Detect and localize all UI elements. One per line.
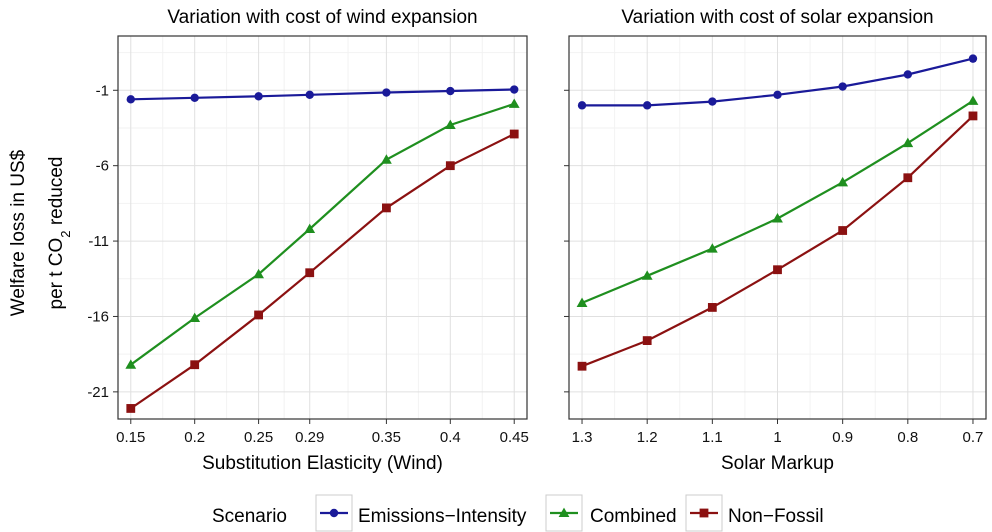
y-tick-label: -6 [96, 158, 109, 175]
data-point [254, 92, 263, 101]
legend-entry-label: Emissions−Intensity [358, 506, 527, 527]
data-point [838, 82, 847, 91]
data-point [508, 98, 520, 108]
data-point [903, 173, 913, 183]
x-tick-label: 0.29 [295, 429, 324, 446]
legend-title: Scenario [212, 506, 287, 527]
data-point [577, 101, 587, 110]
data-point [773, 265, 782, 275]
x-tick-label: 0.25 [244, 429, 273, 446]
data-point [902, 137, 914, 148]
data-point [577, 361, 587, 371]
data-point [707, 303, 717, 312]
x-tick-label: 0.8 [897, 429, 918, 446]
data-point [190, 93, 199, 103]
legend-key-marker [558, 507, 570, 518]
data-point [510, 85, 519, 94]
data-point [189, 312, 201, 323]
data-point [838, 226, 848, 235]
data-point [381, 154, 392, 164]
data-point [642, 336, 652, 345]
data-point [382, 203, 391, 213]
plot-background [118, 36, 527, 419]
x-tick-label: 1 [773, 429, 781, 446]
data-point [190, 360, 200, 370]
data-point [445, 161, 455, 171]
panel-border [117, 35, 528, 420]
data-point [509, 129, 519, 139]
data-point [382, 88, 391, 97]
legend-entry-label: Non−Fossil [728, 506, 824, 527]
data-point [967, 95, 979, 105]
data-point [576, 297, 588, 307]
data-point [126, 95, 135, 104]
data-point [706, 243, 718, 253]
data-point [253, 268, 264, 279]
legend-entry-label: Combined [590, 506, 677, 527]
x-tick-label: 1.3 [572, 429, 593, 446]
data-point [254, 310, 263, 320]
y-tick-label: -16 [87, 308, 109, 325]
legend-key-marker [699, 508, 709, 518]
data-point [708, 97, 717, 106]
legend-key-marker [329, 508, 339, 518]
x-tick-label: 0.35 [372, 429, 401, 446]
data-point [444, 119, 456, 130]
x-axis-title: Solar Markup [721, 453, 834, 474]
data-point [304, 223, 316, 234]
x-axis-title: Substitution Elasticity (Wind) [202, 453, 443, 474]
y-axis-title: Welfare loss in US$ per t CO2 reduced [8, 149, 73, 316]
x-tick-label: 0.15 [116, 429, 145, 446]
panel-title: Variation with cost of wind expansion [167, 7, 477, 28]
data-point [837, 176, 849, 187]
solar-expansion-panel: Variation with cost of solar expansion 1.… [564, 7, 987, 474]
data-point [773, 90, 782, 100]
y-axis-title-line2: per t CO2 reduced [46, 157, 73, 310]
y-tick-label: -21 [87, 384, 109, 401]
x-tick-label: 0.45 [500, 429, 529, 446]
legend: Scenario Emissions−Intensity Combined Non−… [212, 494, 824, 532]
y-axis-title-line1: Welfare loss in US$ [8, 149, 29, 316]
data-point [968, 54, 978, 63]
x-tick-label: 0.9 [832, 429, 853, 446]
x-tick-label: 0.2 [184, 429, 205, 446]
x-tick-label: 0.7 [963, 429, 984, 446]
wind-expansion-panel: Variation with cost of wind expansion -21… [87, 7, 529, 474]
y-tick-label: -1 [96, 82, 109, 99]
data-point [126, 404, 136, 413]
data-point [446, 86, 455, 96]
data-point [642, 101, 652, 110]
x-tick-label: 0.4 [440, 429, 461, 446]
data-point [641, 270, 653, 280]
data-point [968, 111, 978, 121]
data-point [903, 70, 913, 79]
data-point [305, 90, 314, 100]
data-point [772, 213, 783, 223]
y-tick-label: -11 [88, 233, 109, 250]
data-point [125, 359, 137, 369]
panel-title: Variation with cost of solar expansion [621, 7, 933, 28]
x-tick-label: 1.1 [702, 429, 723, 446]
x-tick-label: 1.2 [637, 429, 658, 446]
data-point [305, 268, 315, 278]
